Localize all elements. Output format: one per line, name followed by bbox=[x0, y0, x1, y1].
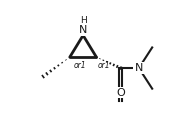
Text: O: O bbox=[116, 88, 125, 98]
Text: or1: or1 bbox=[73, 61, 86, 70]
Text: or1: or1 bbox=[98, 61, 110, 70]
Text: N: N bbox=[79, 26, 87, 35]
Text: N: N bbox=[135, 63, 143, 73]
Text: H: H bbox=[80, 16, 86, 25]
